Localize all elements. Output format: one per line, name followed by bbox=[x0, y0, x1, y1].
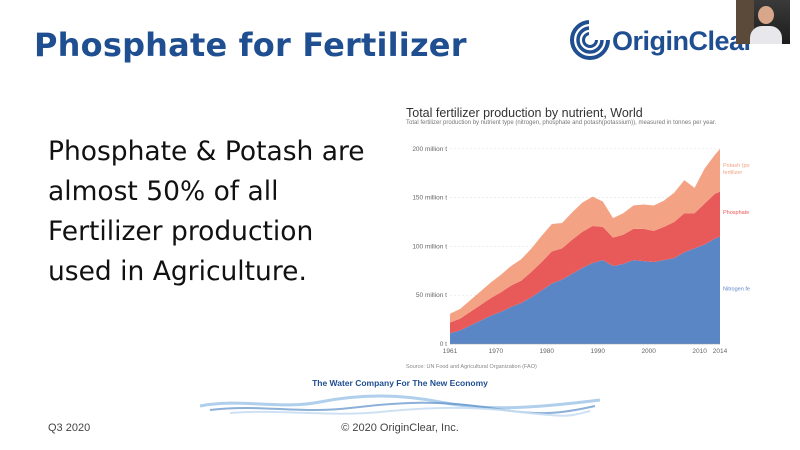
x-tick-label: 2014 bbox=[713, 348, 728, 355]
logo-text: OriginClear bbox=[612, 26, 754, 56]
bullet-text: Phosphate & Potash are almost 50% of all… bbox=[48, 136, 365, 287]
originclear-logo-mark-icon bbox=[570, 20, 610, 60]
footer-copyright: © 2020 OriginClear, Inc. bbox=[341, 422, 459, 434]
presenter-webcam-thumbnail bbox=[736, 0, 790, 44]
chart-source: Source: UN Food and Agricultural Organiz… bbox=[406, 364, 537, 370]
area-potash bbox=[450, 148, 720, 323]
x-tick-label: 1970 bbox=[489, 348, 504, 355]
y-tick-label: 200 million t bbox=[412, 146, 447, 153]
chart-title: Total fertilizer production by nutrient,… bbox=[406, 106, 643, 120]
series-label: Phosphate fertilizer bbox=[723, 210, 750, 216]
x-tick-label: 2010 bbox=[692, 348, 707, 355]
chart-subtitle: Total fertilizer production by nutrient … bbox=[406, 120, 717, 126]
series-label: Potash (potassium)fertilizer bbox=[723, 163, 750, 176]
y-tick-label: 50 million t bbox=[416, 292, 447, 299]
x-tick-label: 1961 bbox=[443, 348, 458, 355]
x-tick-label: 1980 bbox=[540, 348, 555, 355]
y-tick-label: 0 t bbox=[440, 341, 447, 348]
originclear-logo: OriginClear bbox=[570, 18, 754, 70]
slide-title: Phosphate for Fertilizer bbox=[34, 26, 467, 64]
footer-date: Q3 2020 bbox=[48, 422, 91, 434]
water-wave-graphic bbox=[200, 394, 600, 417]
area-nitrogen bbox=[450, 236, 720, 344]
series-label: Nitrogen fertilizer bbox=[723, 286, 750, 292]
x-tick-label: 2000 bbox=[641, 348, 656, 355]
y-tick-label: 150 million t bbox=[412, 195, 447, 202]
area-phosphate bbox=[450, 191, 720, 334]
x-tick-label: 1990 bbox=[591, 348, 606, 355]
tagline: The Water Company For The New Economy bbox=[312, 378, 488, 388]
y-tick-label: 100 million t bbox=[412, 243, 447, 250]
fertilizer-area-chart: 0 t 50 million t 100 million t 150 million … bbox=[412, 146, 750, 355]
